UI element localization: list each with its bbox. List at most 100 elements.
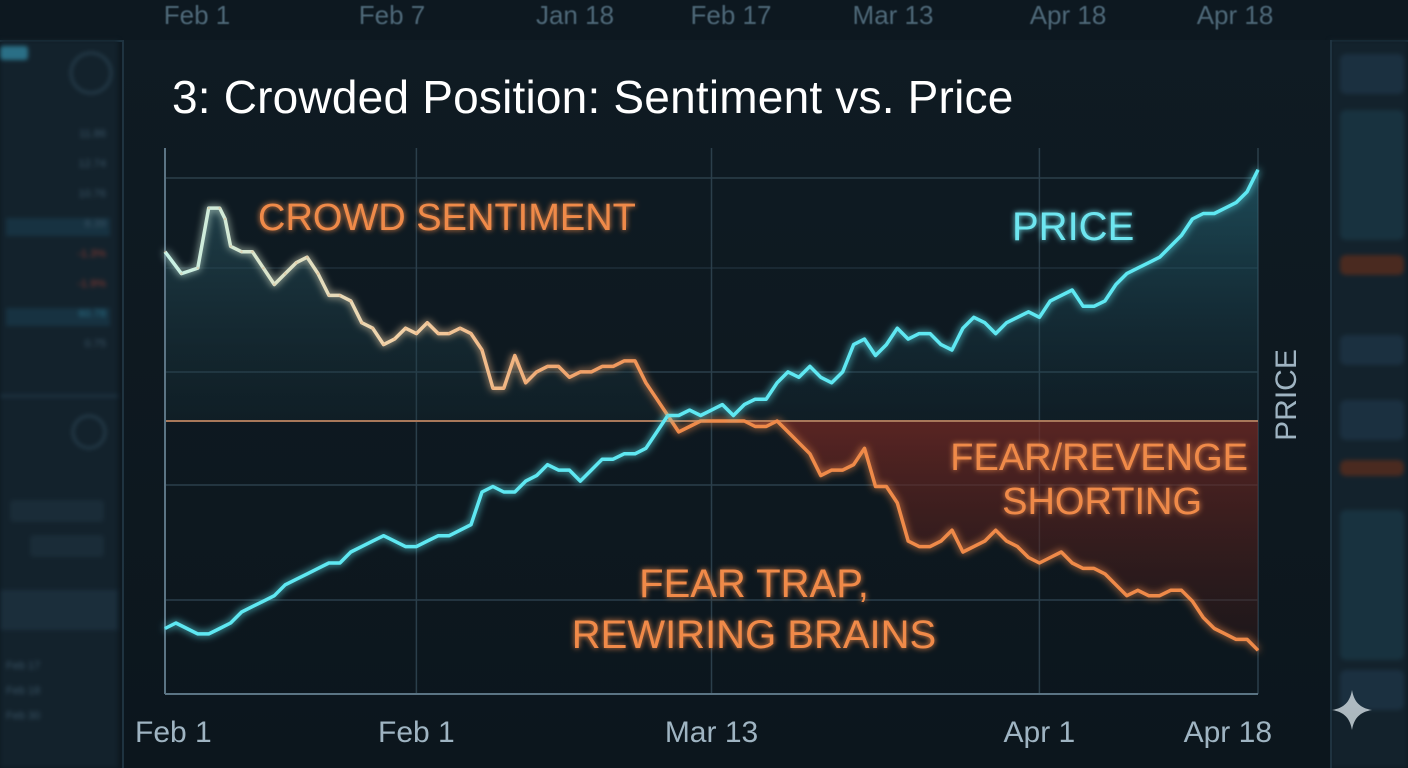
price-point: [939, 343, 943, 346]
sentiment-point: [852, 463, 855, 466]
price-point: [1180, 234, 1183, 237]
sparkle-icon: [1332, 690, 1372, 730]
price-point: [163, 627, 167, 630]
price-point: [633, 452, 637, 455]
sentiment-point: [371, 327, 374, 330]
sentiment-point: [1245, 638, 1249, 641]
price-point: [251, 605, 254, 608]
sentiment-point: [961, 550, 965, 554]
price-point: [480, 490, 484, 494]
price-point: [1114, 283, 1118, 286]
price-point: [1191, 217, 1194, 221]
sentiment-point: [458, 327, 462, 330]
panel-divider: [0, 395, 118, 397]
price-point: [240, 610, 243, 614]
sentiment-point: [1224, 632, 1227, 636]
sentiment-point: [863, 447, 866, 450]
price-point: [797, 376, 801, 379]
price-point: [1005, 321, 1008, 324]
sentiment-point: [1158, 594, 1161, 597]
price-point: [950, 348, 954, 352]
sentiment-point: [1071, 561, 1074, 565]
price-point: [732, 414, 735, 417]
sentiment-point: [327, 294, 331, 297]
price-point: [535, 474, 538, 477]
price-point: [1213, 212, 1216, 215]
panel-block: [0, 590, 118, 630]
sentiment-point: [896, 501, 899, 505]
price-point: [1071, 288, 1074, 292]
price-point: [710, 408, 713, 412]
sentiment-point: [1114, 583, 1118, 586]
panel-row: 60.78: [6, 308, 110, 326]
price-point: [1038, 316, 1041, 319]
sentiment-point: [524, 381, 527, 384]
price-point: [841, 370, 844, 374]
price-point: [273, 594, 276, 597]
sentiment-point: [196, 266, 199, 270]
price-point: [644, 447, 648, 450]
price-point: [1016, 316, 1019, 319]
sentiment-point: [557, 365, 560, 368]
sentiment-point: [437, 332, 440, 335]
sentiment-point: [469, 332, 473, 335]
panel-circle-icon: [72, 415, 106, 449]
background-top-tick: Apr 18: [1029, 0, 1107, 30]
sentiment-point: [502, 387, 505, 390]
sentiment-point: [677, 430, 680, 434]
sentiment-point: [775, 419, 779, 423]
fear-trap-label: FEAR TRAP,: [639, 562, 869, 606]
right-side-panel: [1330, 40, 1408, 768]
price-point: [863, 337, 866, 341]
price-point: [918, 332, 921, 335]
price-point: [590, 468, 593, 472]
price-point: [1245, 190, 1249, 193]
sentiment-point: [633, 359, 637, 363]
sentiment-point: [655, 398, 659, 401]
panel-field: [1340, 335, 1404, 365]
price-point: [666, 414, 669, 417]
sentiment-point: [491, 387, 495, 390]
price-point: [622, 452, 626, 455]
price-point: [611, 458, 615, 461]
panel-row: Feb 18: [6, 685, 41, 697]
sentiment-point: [349, 299, 352, 303]
panel-row: Feb 17: [6, 660, 41, 672]
price-point: [546, 463, 549, 466]
price-point: [327, 561, 331, 565]
background-top-tick: Jan 18: [535, 0, 615, 30]
price-point: [382, 534, 385, 537]
price-point: [961, 327, 965, 330]
background-top-tick: Apr 18: [1196, 0, 1274, 30]
sentiment-point: [240, 250, 243, 253]
price-point: [819, 376, 822, 379]
sentiment-point: [223, 217, 227, 221]
sentiment-point: [874, 485, 877, 488]
shorting-label: SHORTING: [1002, 481, 1202, 523]
sentiment-point: [1180, 589, 1183, 592]
sentiment-point: [404, 327, 407, 330]
sentiment-point: [590, 370, 593, 374]
price-point: [371, 539, 374, 543]
x-tick-label: Apr 18: [1184, 716, 1272, 749]
price-point: [1202, 212, 1205, 215]
sentiment-point: [1092, 567, 1096, 570]
price-area-fill: [667, 169, 1258, 421]
price-point: [458, 529, 462, 532]
sentiment-point: [819, 474, 822, 477]
x-tick-label: Mar 13: [665, 716, 758, 749]
sentiment-point: [666, 414, 669, 417]
price-point: [1147, 261, 1150, 264]
sentiment-point: [841, 468, 844, 472]
sentiment-point: [448, 332, 451, 335]
sentiment-point: [415, 332, 418, 335]
panel-row: 0.75: [84, 338, 106, 350]
panel-row: Feb 30: [6, 710, 41, 722]
price-point: [491, 485, 495, 488]
price-point: [743, 403, 746, 406]
price-point: [338, 561, 342, 565]
sentiment-point: [611, 365, 615, 368]
sentiment-point: [273, 283, 276, 286]
sentiment-point: [994, 529, 997, 532]
